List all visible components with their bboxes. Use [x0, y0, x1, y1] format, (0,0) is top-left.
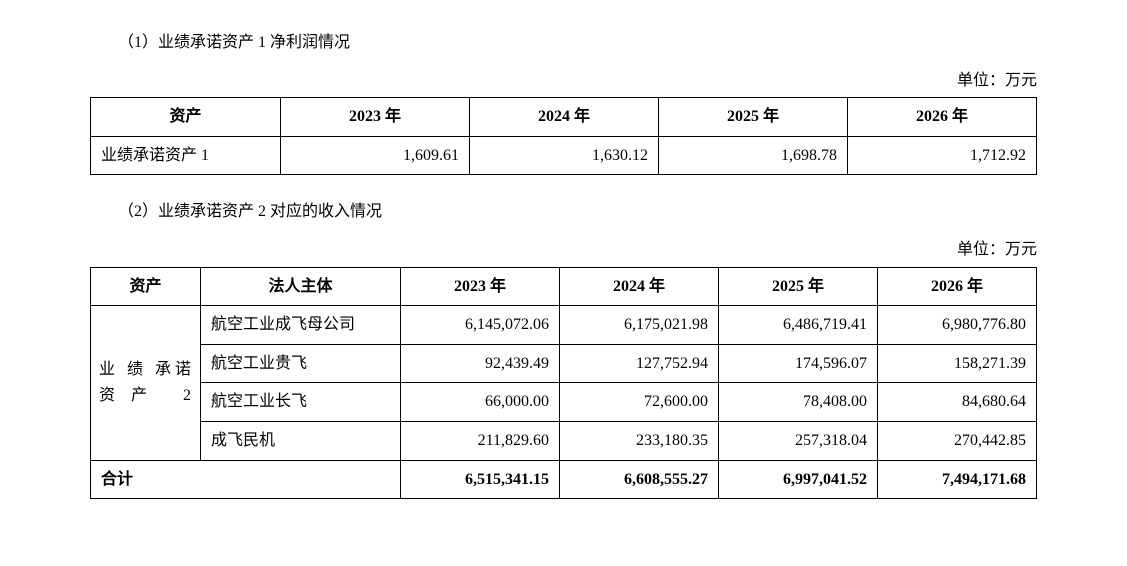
t2-r2-2024: 72,600.00 [560, 383, 719, 422]
table-1-col-2025: 2025 年 [659, 98, 848, 137]
t2-r1-entity: 航空工业贵飞 [201, 344, 401, 383]
section-2-title: （2）业绩承诺资产 2 对应的收入情况 [118, 199, 1037, 225]
table-2-col-2026: 2026 年 [878, 267, 1037, 306]
t1-r0-asset: 业绩承诺资产 1 [91, 136, 281, 175]
table-2: 资产 法人主体 2023 年 2024 年 2025 年 2026 年 业 绩 … [90, 267, 1037, 500]
table-1-col-2026: 2026 年 [848, 98, 1037, 137]
t2-r0-2024: 6,175,021.98 [560, 306, 719, 345]
t1-r0-2023: 1,609.61 [281, 136, 470, 175]
table-2-col-2025: 2025 年 [719, 267, 878, 306]
t2-r3-2025: 257,318.04 [719, 421, 878, 460]
table-row: 业 绩 承诺资产 2 航空工业成飞母公司 6,145,072.06 6,175,… [91, 306, 1037, 345]
t2-r3-2024: 233,180.35 [560, 421, 719, 460]
table-row: 航空工业长飞 66,000.00 72,600.00 78,408.00 84,… [91, 383, 1037, 422]
t2-total-label: 合计 [91, 460, 401, 499]
table-1-col-asset: 资产 [91, 98, 281, 137]
table-2-total-row: 合计 6,515,341.15 6,608,555.27 6,997,041.5… [91, 460, 1037, 499]
section-1-title: （1）业绩承诺资产 1 净利润情况 [118, 30, 1037, 56]
t2-r2-2025: 78,408.00 [719, 383, 878, 422]
t2-total-2026: 7,494,171.68 [878, 460, 1037, 499]
t2-r1-2025: 174,596.07 [719, 344, 878, 383]
t1-r0-2024: 1,630.12 [470, 136, 659, 175]
table-2-header-row: 资产 法人主体 2023 年 2024 年 2025 年 2026 年 [91, 267, 1037, 306]
t2-total-2025: 6,997,041.52 [719, 460, 878, 499]
table-row: 航空工业贵飞 92,439.49 127,752.94 174,596.07 1… [91, 344, 1037, 383]
t2-r0-2025: 6,486,719.41 [719, 306, 878, 345]
table-1-col-2023: 2023 年 [281, 98, 470, 137]
t2-asset-group: 业 绩 承诺资产 2 [91, 306, 201, 460]
t2-r3-2023: 211,829.60 [401, 421, 560, 460]
t2-r0-2026: 6,980,776.80 [878, 306, 1037, 345]
table-row: 业绩承诺资产 1 1,609.61 1,630.12 1,698.78 1,71… [91, 136, 1037, 175]
table-1-col-2024: 2024 年 [470, 98, 659, 137]
t2-r1-2024: 127,752.94 [560, 344, 719, 383]
section-2-unit: 单位：万元 [90, 237, 1037, 263]
table-2-col-2024: 2024 年 [560, 267, 719, 306]
table-2-col-2023: 2023 年 [401, 267, 560, 306]
t2-r2-2023: 66,000.00 [401, 383, 560, 422]
t2-total-2024: 6,608,555.27 [560, 460, 719, 499]
table-2-col-asset: 资产 [91, 267, 201, 306]
table-2-col-entity: 法人主体 [201, 267, 401, 306]
t2-r3-2026: 270,442.85 [878, 421, 1037, 460]
t2-r0-entity: 航空工业成飞母公司 [201, 306, 401, 345]
t1-r0-2025: 1,698.78 [659, 136, 848, 175]
table-1: 资产 2023 年 2024 年 2025 年 2026 年 业绩承诺资产 1 … [90, 97, 1037, 175]
t2-r1-2023: 92,439.49 [401, 344, 560, 383]
t2-total-2023: 6,515,341.15 [401, 460, 560, 499]
section-1-unit: 单位：万元 [90, 68, 1037, 94]
table-row: 成飞民机 211,829.60 233,180.35 257,318.04 27… [91, 421, 1037, 460]
t2-r3-entity: 成飞民机 [201, 421, 401, 460]
t2-r0-2023: 6,145,072.06 [401, 306, 560, 345]
t2-r2-entity: 航空工业长飞 [201, 383, 401, 422]
t2-r1-2026: 158,271.39 [878, 344, 1037, 383]
table-1-header-row: 资产 2023 年 2024 年 2025 年 2026 年 [91, 98, 1037, 137]
t2-r2-2026: 84,680.64 [878, 383, 1037, 422]
t1-r0-2026: 1,712.92 [848, 136, 1037, 175]
